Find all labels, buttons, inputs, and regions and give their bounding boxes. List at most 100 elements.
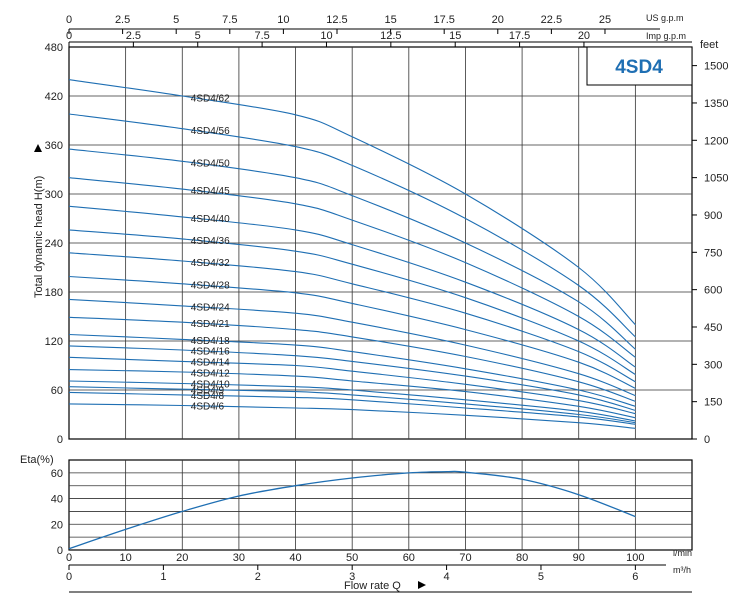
head-curve-4sd4-50 [68, 148, 636, 350]
us-gpm-tick-label: 7.5 [222, 14, 237, 26]
lmin-tick-label: 80 [516, 552, 528, 564]
imp-gpm-tick-label: 12.5 [380, 30, 401, 42]
head-curve-4sd4-18 [68, 333, 636, 407]
x-axis-arrow-icon [418, 581, 426, 589]
us-gpm-tick-label: 5 [173, 14, 179, 26]
lmin-tick-label: 100 [626, 552, 644, 564]
head-chart-grid [69, 47, 692, 439]
feet-tick-label: 0 [704, 434, 710, 446]
model-badge-box [586, 46, 693, 86]
head-curve-4sd4-28 [68, 275, 636, 389]
head-y-tick-label: 180 [45, 287, 63, 299]
us-gpm-axis: US g.p.m 0 2.5 5 7.5 10 12.5 15 17.5 20 22.5 25 [66, 13, 684, 34]
imp-gpm-axis: Imp g.p.m 0 2.5 5 7.5 10 12.5 15 17.5 20 [66, 30, 692, 47]
m3h-tick-label: 5 [538, 571, 544, 583]
x-axis-title: Flow rate Q [344, 580, 401, 592]
curve-label-4sd4-24: 4SD4/24 [191, 302, 230, 313]
us-gpm-tick-label: 0 [66, 14, 72, 26]
feet-tick-label: 750 [704, 247, 722, 259]
head-curve-4sd4-36 [68, 229, 636, 375]
imp-gpm-unit-label: Imp g.p.m [646, 31, 686, 41]
head-y-tick-label: 360 [45, 140, 63, 152]
curve-label-4sd4-8: 4SD4/8 [191, 391, 225, 402]
imp-gpm-tick-label: 2.5 [126, 30, 141, 42]
feet-tick-label: 600 [704, 285, 722, 297]
curve-label-4sd4-56: 4SD4/56 [191, 126, 230, 137]
efficiency-chart-frame [68, 459, 693, 551]
feet-tick-label: 1050 [704, 173, 728, 185]
imp-gpm-tick-label: 7.5 [254, 30, 269, 42]
imp-gpm-tick-label: 20 [578, 30, 590, 42]
efficiency-curve-group [68, 470, 636, 550]
curve-label-4sd4-45: 4SD4/45 [191, 186, 230, 197]
us-gpm-tick-label: 10 [277, 14, 289, 26]
lmin-tick-label: 50 [346, 552, 358, 564]
curve-label-4sd4-62: 4SD4/62 [191, 93, 230, 104]
curve-label-4sd4-36: 4SD4/36 [191, 236, 230, 247]
efficiency-y-ticks: 0 20 40 60 [51, 468, 63, 557]
curve-label-4sd4-50: 4SD4/50 [191, 159, 230, 170]
m3h-tick-label: 2 [255, 571, 261, 583]
imp-gpm-tick-label: 0 [66, 30, 72, 42]
lmin-unit-label: l/min [673, 548, 692, 558]
head-y-ticks: 0 60 120 180 240 300 360 420 480 [45, 42, 63, 446]
lmin-tick-label: 0 [66, 552, 72, 564]
lmin-tick-label: 20 [176, 552, 188, 564]
feet-y-ticks: 0 150 300 450 600 750 900 1050 1200 1350 1500 [692, 61, 728, 446]
us-gpm-tick-label: 2.5 [115, 14, 130, 26]
m3h-unit-label: m³/h [673, 565, 691, 575]
feet-tick-label: 1500 [704, 61, 728, 73]
curve-label-4sd4-18: 4SD4/18 [191, 336, 230, 347]
m3h-tick-label: 6 [632, 571, 638, 583]
feet-tick-label: 150 [704, 397, 722, 409]
head-curve-4sd4-9 [68, 386, 636, 424]
head-curve-labels: 4SD4/62 4SD4/56 4SD4/50 4SD4/45 4SD4/40 4SD4/… [191, 93, 230, 412]
head-curve-4sd4-62 [68, 79, 636, 326]
imp-gpm-tick-label: 17.5 [509, 30, 530, 42]
feet-tick-label: 450 [704, 322, 722, 334]
head-curve-4sd4-45 [68, 177, 636, 358]
feet-tick-label: 1200 [704, 135, 728, 147]
curve-label-4sd4-21: 4SD4/21 [191, 319, 230, 330]
head-curve-4sd4-10 [68, 380, 636, 422]
head-y-tick-label: 420 [45, 91, 63, 103]
efficiency-y-tick-label: 60 [51, 468, 63, 480]
imp-gpm-tick-label: 10 [320, 30, 332, 42]
feet-unit-label: feet [700, 39, 718, 51]
m3h-tick-label: 3 [349, 571, 355, 583]
lmin-tick-label: 90 [573, 552, 585, 564]
head-y-tick-label: 480 [45, 42, 63, 54]
head-curves [68, 79, 636, 429]
head-axis-title: Total dynamic head H(m) [33, 176, 45, 298]
head-curve-4sd4-8 [68, 391, 636, 425]
efficiency-curve [68, 470, 636, 550]
lmin-tick-label: 30 [233, 552, 245, 564]
flow-axes: l/min m³/h 0 10 20 30 40 50 60 70 80 90 100 0 1 2 3 4 5 6 [66, 548, 692, 593]
us-gpm-unit-label: US g.p.m [646, 13, 684, 23]
m3h-tick-label: 1 [160, 571, 166, 583]
head-y-tick-label: 120 [45, 336, 63, 348]
feet-tick-label: 1350 [704, 98, 728, 110]
us-gpm-tick-label: 20 [492, 14, 504, 26]
lmin-tick-label: 70 [459, 552, 471, 564]
head-curve-4sd4-24 [68, 298, 636, 397]
model-badge: 4SD4 [615, 57, 663, 78]
us-gpm-tick-label: 17.5 [433, 14, 454, 26]
head-axis-arrow-icon [34, 144, 42, 152]
feet-tick-label: 900 [704, 210, 722, 222]
us-gpm-tick-label: 22.5 [541, 14, 562, 26]
efficiency-y-tick-label: 20 [51, 519, 63, 531]
head-curve-4sd4-12 [68, 369, 636, 419]
curve-label-4sd4-28: 4SD4/28 [191, 281, 230, 292]
head-curve-4sd4-32 [68, 252, 636, 383]
lmin-tick-label: 60 [403, 552, 415, 564]
lmin-tick-label: 40 [289, 552, 301, 564]
head-curve-4sd4-16 [68, 345, 636, 411]
curve-label-4sd4-14: 4SD4/14 [191, 358, 230, 369]
head-y-tick-label: 60 [51, 385, 63, 397]
curve-label-4sd4-40: 4SD4/40 [191, 214, 230, 225]
head-y-tick-label: 0 [57, 434, 63, 446]
